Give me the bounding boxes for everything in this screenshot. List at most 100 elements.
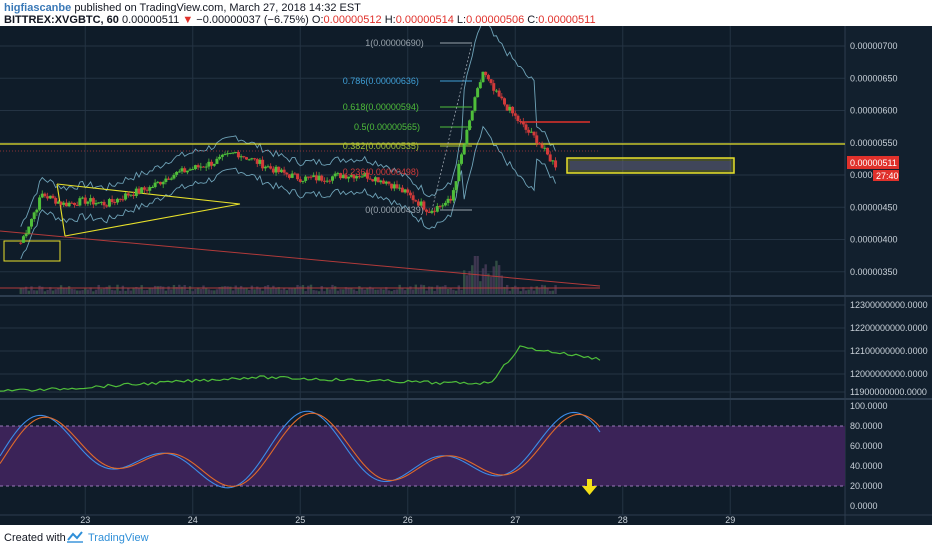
candle <box>94 199 98 207</box>
candle <box>185 170 189 175</box>
volume-bar <box>328 289 332 294</box>
volume-bar <box>97 284 100 294</box>
fib-label: 0.382(0.00000535) <box>343 141 419 151</box>
volume-bar <box>121 285 125 294</box>
volume-bar <box>199 289 203 294</box>
candle <box>425 208 429 216</box>
volume-bar <box>505 284 509 294</box>
volume-bar <box>457 285 461 294</box>
volume-bar <box>336 290 340 294</box>
candle <box>403 188 407 194</box>
candle <box>27 226 31 236</box>
volume-bar <box>436 285 439 294</box>
volume-bar <box>170 289 173 294</box>
candle <box>164 175 168 185</box>
volume-bar <box>245 287 248 294</box>
volume-bar <box>304 291 307 294</box>
volume-bar <box>374 289 377 294</box>
candle <box>478 79 482 89</box>
volume-bar <box>213 290 216 294</box>
volume-bar <box>282 288 286 294</box>
candle <box>395 180 399 190</box>
fib-label: 1(0.00000690) <box>365 38 424 48</box>
stoch-overbought-zone <box>0 426 845 486</box>
volume-bar <box>460 289 463 294</box>
candle <box>537 141 541 145</box>
candle <box>543 145 547 152</box>
volume-bar <box>102 288 106 294</box>
candle <box>503 97 506 107</box>
volume-bar <box>471 265 474 294</box>
volume-bar <box>242 288 246 294</box>
candle <box>48 195 52 200</box>
candle <box>535 131 539 147</box>
candle <box>465 128 469 146</box>
candle <box>344 173 348 180</box>
candle <box>148 185 152 195</box>
candle <box>419 198 423 208</box>
volume-bar <box>226 286 229 294</box>
volume-bar <box>202 285 205 294</box>
candle <box>110 195 114 205</box>
time-axis-label: 26 <box>403 515 413 525</box>
candle <box>159 181 162 186</box>
volume-bar <box>548 290 552 294</box>
candle <box>30 218 33 230</box>
candle <box>140 187 144 194</box>
chart-header: higfiascanbe published on TradingView.co… <box>0 0 932 26</box>
volume-bar <box>105 286 108 294</box>
volume-bar <box>288 288 291 294</box>
candle <box>277 166 281 175</box>
candle <box>46 192 50 201</box>
volume-bar <box>49 287 52 294</box>
volume-bar <box>178 284 181 294</box>
time-axis-label: 24 <box>188 515 198 525</box>
volume-bar <box>489 276 493 294</box>
candle <box>443 200 447 207</box>
price-axis-label: 0.00000700 <box>850 41 898 51</box>
candle <box>532 131 536 138</box>
time-axis-label: 29 <box>725 515 735 525</box>
chart-canvas[interactable]: 1(0.00000690) 0.786(0.00000636) 0.618(0.00… <box>0 26 932 525</box>
candle <box>374 176 377 186</box>
volume-bar <box>43 291 47 294</box>
candle <box>177 169 181 173</box>
obv-indicator <box>0 345 601 392</box>
volume-bar <box>358 286 361 294</box>
candle <box>400 184 404 193</box>
volume-bar <box>180 286 184 294</box>
volume-bar <box>398 284 401 294</box>
candle <box>438 204 442 209</box>
volume-bar <box>543 285 547 294</box>
volume-bar <box>186 290 189 294</box>
low-label: L: <box>456 14 467 26</box>
volume-bar <box>425 290 428 294</box>
volume-bar <box>339 289 342 294</box>
volume-bar <box>325 288 329 294</box>
volume-bar <box>393 289 396 294</box>
candle <box>519 118 523 125</box>
countdown-tag-text: 27:40 <box>876 171 899 181</box>
volume-bar <box>269 288 272 294</box>
candle <box>468 119 472 131</box>
candle <box>121 195 125 202</box>
candle <box>142 185 146 194</box>
volume-bar <box>207 289 211 294</box>
volume-bar <box>75 290 79 294</box>
candle <box>242 155 246 159</box>
candle <box>454 180 458 194</box>
pane-separators <box>0 26 932 525</box>
stoch-axis-label: 100.0000 <box>850 401 888 411</box>
volume-bar <box>92 291 95 294</box>
candle <box>382 178 386 185</box>
candle <box>247 158 251 161</box>
volume-bar <box>538 287 541 294</box>
username-link[interactable]: higfiascanbe <box>4 2 72 14</box>
volume-bar <box>118 290 122 294</box>
stoch-axis-label: 80.0000 <box>850 421 883 431</box>
volume-bar <box>223 286 227 294</box>
candle <box>387 181 391 186</box>
candle <box>215 156 219 165</box>
candle <box>451 187 455 203</box>
tradingview-brand-link[interactable]: TradingView <box>88 532 149 544</box>
